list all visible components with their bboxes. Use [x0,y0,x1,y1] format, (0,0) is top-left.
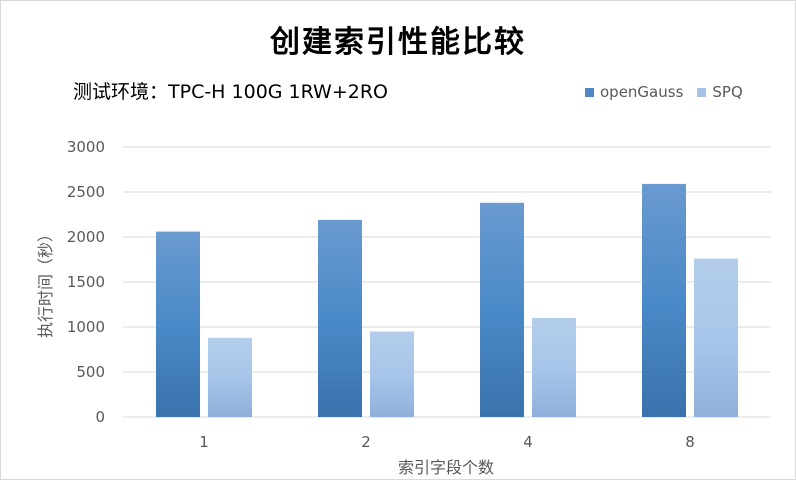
y-axis-title: 执行时间（秒） [36,226,55,338]
bar-spq-4 [532,318,576,417]
y-tick-label-2: 1000 [67,318,105,336]
chart-title: 创建索引性能比较 [270,25,526,60]
y-tick-label-1: 500 [76,363,105,381]
legend-label-opengauss: openGauss [600,83,684,101]
y-tick-label-0: 0 [95,408,105,426]
legend-item-opengauss: openGauss [585,83,683,101]
bar-opengauss-1 [156,231,200,417]
bar-opengauss-8 [642,183,686,417]
x-axis-title: 索引字段个数 [398,458,494,477]
y-tick-label-3: 1500 [67,273,105,291]
bar-spq-1 [208,337,252,417]
y-tick-label-4: 2000 [67,228,105,246]
bar-spq-8 [694,258,738,417]
bar-opengauss-2 [318,219,362,417]
bar-spq-2 [370,331,414,417]
y-tick-label-6: 3000 [67,138,105,156]
legend-label-spq: SPQ [712,83,743,101]
legend-swatch-opengauss [585,87,594,97]
legend-item-spq: SPQ [697,83,743,101]
x-tick-label-1: 1 [199,433,209,451]
x-tick-label-2: 2 [361,433,371,451]
y-tick-label-5: 2500 [67,183,105,201]
bar-opengauss-4 [480,202,524,417]
legend: openGauss SPQ [585,83,757,101]
x-tick-label-8: 8 [685,433,695,451]
x-tick-label-4: 4 [523,433,533,451]
test-environment-note: 测试环境：TPC-H 100G 1RW+2RO [73,81,389,103]
legend-swatch-spq [697,87,707,97]
